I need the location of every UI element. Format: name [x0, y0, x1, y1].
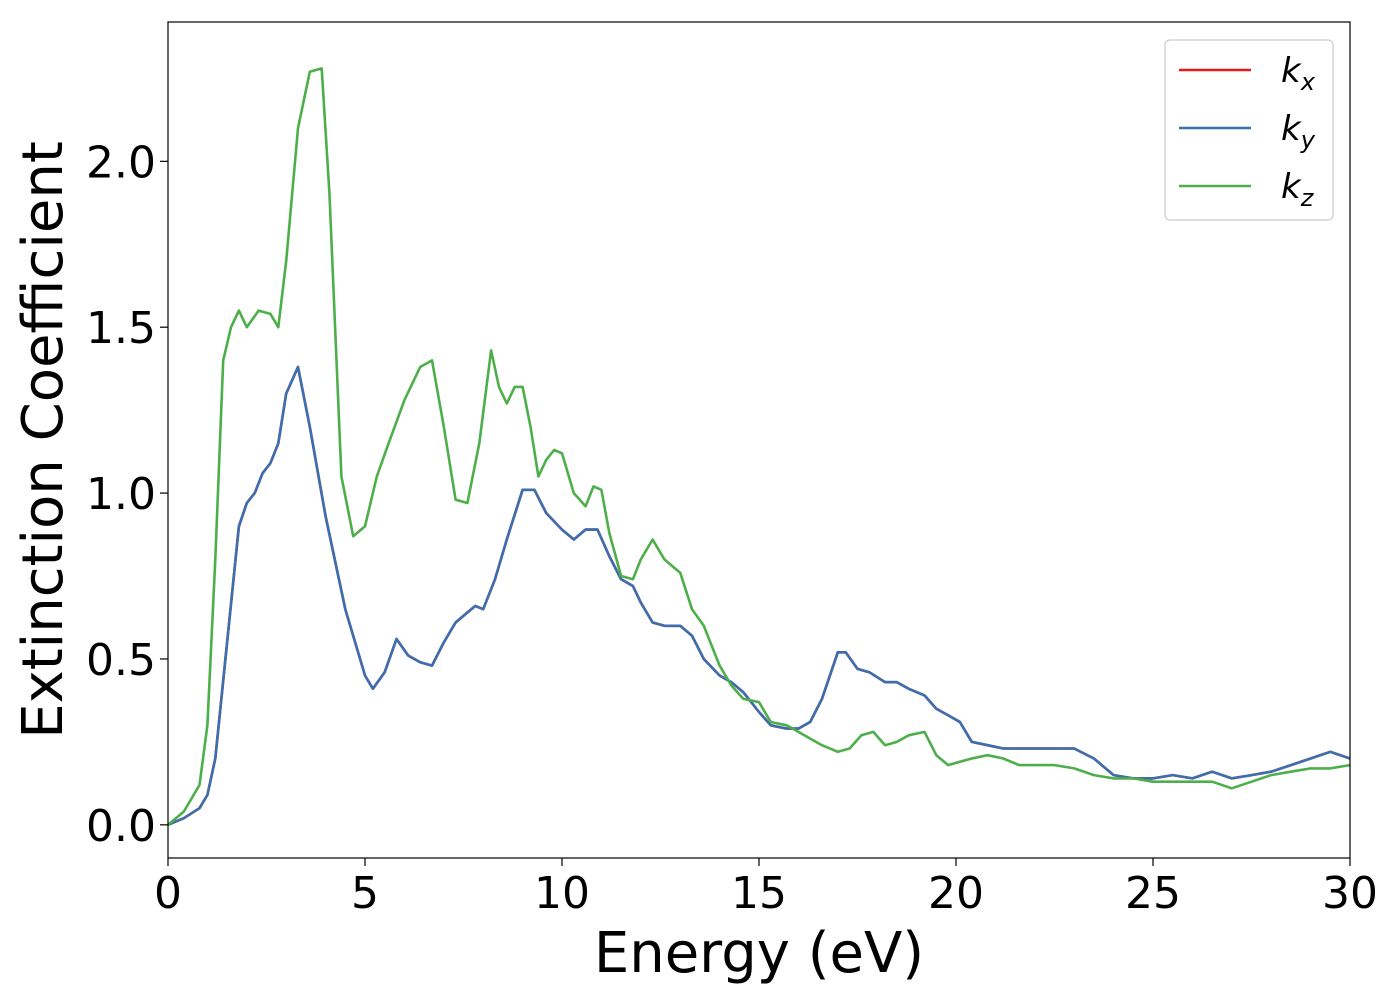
- legend-label-kx: kx: [1281, 51, 1316, 96]
- x-tick-label: 20: [928, 868, 984, 919]
- series-line-ky: [168, 365, 1350, 827]
- legend-label-ky: ky: [1281, 109, 1316, 154]
- series-line-kz: [168, 67, 1350, 827]
- y-axis-title: Extinction Coefficient: [11, 141, 76, 739]
- x-axis-title: Energy (eV): [594, 921, 924, 986]
- x-tick-label: 15: [731, 868, 787, 919]
- x-tick-label: 5: [351, 868, 379, 919]
- legend-box: [1164, 39, 1334, 221]
- y-tick-label: 2.0: [86, 137, 156, 188]
- plot-area: [167, 21, 1351, 859]
- axes-ticks: 0 5 10 15 20 25 30 0.0 0.5 1.0 1.5 2.0: [86, 137, 1378, 919]
- y-tick-label: 0.0: [86, 801, 156, 852]
- series-lines: [168, 67, 1350, 827]
- y-tick-label: 1.5: [86, 303, 156, 354]
- x-tick-label: 10: [534, 868, 590, 919]
- x-tick-label: 30: [1322, 868, 1378, 919]
- y-tick-label: 1.0: [86, 469, 156, 520]
- legend-label-kz: kz: [1281, 167, 1315, 212]
- y-tick-label: 0.5: [86, 635, 156, 686]
- x-tick-label: 0: [154, 868, 182, 919]
- legend: kx ky kz: [1164, 39, 1334, 221]
- x-tick-label: 25: [1125, 868, 1181, 919]
